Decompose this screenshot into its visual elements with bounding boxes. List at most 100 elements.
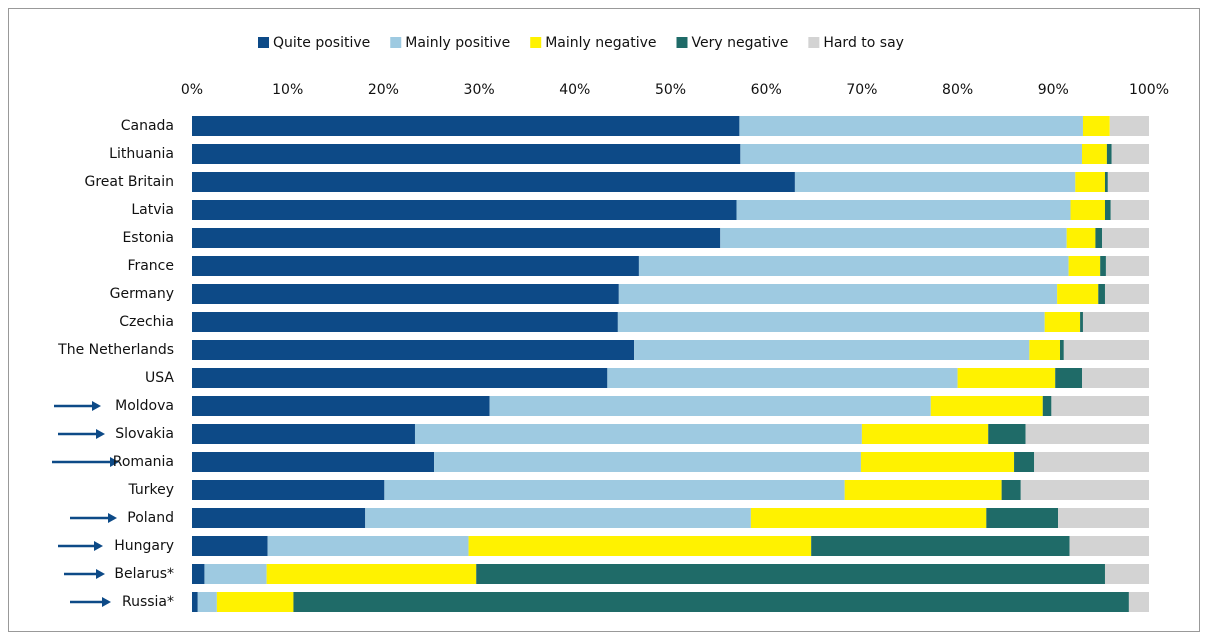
legend-label: Very negative [692, 35, 789, 51]
y-tick-label: Romania [113, 454, 174, 470]
bar-segment [293, 592, 1129, 612]
bar-segment [1109, 116, 1149, 136]
bar-segment [1014, 452, 1035, 472]
bar-segment [638, 256, 1069, 276]
bar-segment [1128, 592, 1149, 612]
y-tick-label: Belarus* [114, 566, 174, 582]
bar-segment [1080, 312, 1083, 332]
bar-segment [1034, 452, 1149, 472]
bar-segment [365, 508, 751, 528]
bar-segment [489, 396, 931, 416]
bar-segment [1051, 396, 1149, 416]
bar-segment [192, 144, 741, 164]
bar-segment [1058, 508, 1149, 528]
bar-segment [197, 592, 217, 612]
x-tick-label: 30% [464, 82, 495, 98]
bar-segment [204, 564, 267, 584]
y-tick-label: Turkey [127, 482, 174, 498]
bar-segment [1095, 228, 1103, 248]
bar-segment [750, 508, 987, 528]
bar-segment [618, 284, 1058, 304]
y-tick-label: USA [145, 370, 174, 386]
bar-segment [1104, 172, 1108, 192]
bar-segment [1082, 312, 1149, 332]
bar-segment [192, 508, 366, 528]
bar-segment [957, 368, 1056, 388]
bar-segment [1098, 284, 1105, 304]
bar-segment [192, 228, 721, 248]
bar-segment [192, 368, 608, 388]
bar-segment [192, 200, 737, 220]
y-tick-label: Great Britain [84, 174, 174, 190]
bar-segment [384, 480, 845, 500]
y-tick-label: The Netherlands [57, 342, 174, 358]
y-tick-label: Germany [110, 286, 174, 302]
x-tick-label: 80% [942, 82, 973, 98]
y-tick-label: Slovakia [115, 426, 174, 442]
x-tick-label: 60% [751, 82, 782, 98]
bar-segment [1001, 480, 1021, 500]
legend-swatch [808, 37, 820, 48]
bar-segment [192, 452, 435, 472]
bar-segment [192, 284, 619, 304]
bar-segment [192, 312, 618, 332]
bar-segment [1063, 340, 1149, 360]
bar-segment [1075, 172, 1105, 192]
bar-segment [1100, 256, 1106, 276]
x-tick-label: 0% [181, 82, 203, 98]
x-tick-label: 70% [846, 82, 877, 98]
legend-label: Mainly positive [405, 35, 510, 51]
x-tick-label: 20% [368, 82, 399, 98]
bar-segment [1069, 536, 1149, 556]
bar-segment [844, 480, 1002, 500]
y-tick-label: Latvia [131, 202, 174, 218]
bar-segment [1104, 200, 1111, 220]
legend-swatch [390, 37, 402, 48]
x-tick-label: 90% [1038, 82, 1069, 98]
bar-segment [739, 116, 1083, 136]
bar-segment [192, 564, 205, 584]
bar-segment [266, 564, 477, 584]
bar-segment [434, 452, 861, 472]
bar-segment [1082, 144, 1107, 164]
bar-segment [192, 536, 268, 556]
y-tick-label: Russia* [122, 594, 174, 610]
bar-segment [1102, 228, 1149, 248]
bar-segment [192, 480, 385, 500]
y-tick-label: Poland [127, 510, 174, 526]
legend-label: Quite positive [273, 35, 370, 51]
bar-segment [1104, 564, 1149, 584]
bar-segment [1105, 256, 1149, 276]
bar-segment [794, 172, 1076, 192]
bar-segment [1107, 172, 1149, 192]
bar-segment [1082, 368, 1149, 388]
bar-segment [861, 424, 989, 444]
bar-segment [617, 312, 1045, 332]
x-tick-label: 100% [1129, 82, 1169, 98]
legend-label: Hard to say [823, 35, 904, 51]
bar-segment [192, 424, 415, 444]
bar-segment [1025, 424, 1149, 444]
bar-segment [192, 396, 490, 416]
bar-segment [192, 256, 639, 276]
legend-swatch [258, 37, 269, 48]
bar-segment [1042, 396, 1052, 416]
bar-segment [1110, 200, 1149, 220]
bar-segment [192, 172, 795, 192]
y-tick-label: Canada [121, 118, 174, 134]
bar-segment [860, 452, 1015, 472]
bar-segment [1059, 340, 1064, 360]
legend-label: Mainly negative [545, 35, 656, 51]
y-tick-label: Hungary [114, 538, 174, 554]
x-tick-label: 50% [655, 82, 686, 98]
bar-segment [1020, 480, 1149, 500]
bar-segment [988, 424, 1026, 444]
bar-segment [720, 228, 1067, 248]
bar-segment [1055, 368, 1083, 388]
legend-swatch [676, 37, 688, 48]
y-tick-label: Moldova [115, 398, 174, 414]
bar-segment [736, 200, 1071, 220]
bar-segment [216, 592, 294, 612]
y-tick-label: Czechia [119, 314, 174, 330]
